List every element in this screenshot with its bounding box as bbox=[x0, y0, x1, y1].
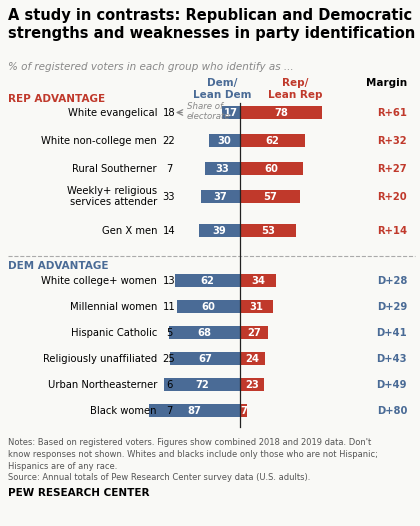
Text: D+80: D+80 bbox=[377, 406, 407, 416]
Text: 87: 87 bbox=[187, 406, 201, 416]
Bar bbox=[240, 106, 322, 119]
Bar bbox=[240, 274, 276, 287]
Text: 62: 62 bbox=[200, 276, 214, 286]
Text: 14: 14 bbox=[163, 226, 175, 236]
Bar bbox=[175, 274, 240, 287]
Text: 33: 33 bbox=[216, 164, 230, 174]
Text: 22: 22 bbox=[163, 136, 176, 146]
Text: REP ADVANTAGE: REP ADVANTAGE bbox=[8, 94, 105, 104]
Text: PEW RESEARCH CENTER: PEW RESEARCH CENTER bbox=[8, 488, 150, 498]
Bar bbox=[199, 224, 240, 237]
Text: 18: 18 bbox=[163, 107, 175, 117]
Text: % of registered voters in each group who identify as ...: % of registered voters in each group who… bbox=[8, 62, 294, 72]
Text: White non-college men: White non-college men bbox=[41, 136, 157, 146]
Text: Margin: Margin bbox=[366, 78, 407, 88]
Text: D+29: D+29 bbox=[377, 301, 407, 311]
Text: 30: 30 bbox=[218, 136, 231, 146]
Bar bbox=[240, 404, 247, 417]
Text: 17: 17 bbox=[224, 107, 238, 117]
Bar bbox=[170, 352, 240, 365]
Text: White evangelical: White evangelical bbox=[68, 107, 157, 117]
Bar bbox=[208, 134, 240, 147]
Text: R+61: R+61 bbox=[377, 107, 407, 117]
Text: 72: 72 bbox=[195, 379, 209, 389]
Text: Dem/
Lean Dem: Dem/ Lean Dem bbox=[193, 78, 251, 99]
Bar bbox=[240, 162, 303, 175]
Text: 6: 6 bbox=[166, 379, 172, 389]
Text: Millennial women: Millennial women bbox=[70, 301, 157, 311]
Text: D+28: D+28 bbox=[377, 276, 407, 286]
Text: 13: 13 bbox=[163, 276, 175, 286]
Text: 34: 34 bbox=[251, 276, 265, 286]
Text: Black women: Black women bbox=[90, 406, 157, 416]
Text: Gen X men: Gen X men bbox=[102, 226, 157, 236]
Text: R+27: R+27 bbox=[378, 164, 407, 174]
Bar bbox=[240, 224, 296, 237]
Text: Weekly+ religious
services attender: Weekly+ religious services attender bbox=[67, 186, 157, 207]
Text: 60: 60 bbox=[202, 301, 215, 311]
Text: 57: 57 bbox=[263, 191, 277, 201]
Text: Rep/
Lean Rep: Rep/ Lean Rep bbox=[268, 78, 322, 99]
Text: Notes: Based on registered voters. Figures show combined 2018 and 2019 data. Don: Notes: Based on registered voters. Figur… bbox=[8, 438, 378, 482]
Text: White college+ women: White college+ women bbox=[41, 276, 157, 286]
Text: R+14: R+14 bbox=[377, 226, 407, 236]
Text: 60: 60 bbox=[265, 164, 278, 174]
Text: 39: 39 bbox=[213, 226, 226, 236]
Text: 7: 7 bbox=[166, 406, 172, 416]
Text: 78: 78 bbox=[274, 107, 288, 117]
Text: R+32: R+32 bbox=[378, 136, 407, 146]
Text: D+41: D+41 bbox=[376, 328, 407, 338]
Bar bbox=[240, 326, 268, 339]
Text: 25: 25 bbox=[163, 353, 176, 363]
Text: A study in contrasts: Republican and Democratic
strengths and weaknesses in part: A study in contrasts: Republican and Dem… bbox=[8, 8, 415, 41]
Text: R+20: R+20 bbox=[378, 191, 407, 201]
Text: D+43: D+43 bbox=[376, 353, 407, 363]
Text: 68: 68 bbox=[197, 328, 211, 338]
Text: 37: 37 bbox=[214, 191, 228, 201]
Bar bbox=[177, 300, 240, 313]
Text: 67: 67 bbox=[198, 353, 212, 363]
Bar bbox=[205, 162, 240, 175]
Bar bbox=[168, 326, 240, 339]
Text: 27: 27 bbox=[247, 328, 261, 338]
Text: 53: 53 bbox=[261, 226, 275, 236]
Text: Religiously unaffiliated: Religiously unaffiliated bbox=[43, 353, 157, 363]
Bar bbox=[240, 190, 300, 203]
Text: Rural Southerner: Rural Southerner bbox=[72, 164, 157, 174]
Text: 7: 7 bbox=[240, 406, 247, 416]
Text: 62: 62 bbox=[265, 136, 279, 146]
Bar bbox=[149, 404, 240, 417]
Text: 23: 23 bbox=[245, 379, 259, 389]
Text: 31: 31 bbox=[249, 301, 263, 311]
Text: Share of
electorate: Share of electorate bbox=[187, 102, 231, 121]
Bar bbox=[240, 378, 264, 391]
Bar bbox=[240, 134, 305, 147]
Text: 5: 5 bbox=[166, 328, 172, 338]
Bar bbox=[240, 300, 273, 313]
Text: 33: 33 bbox=[163, 191, 175, 201]
Text: Hispanic Catholic: Hispanic Catholic bbox=[71, 328, 157, 338]
Bar bbox=[201, 190, 240, 203]
Text: D+49: D+49 bbox=[376, 379, 407, 389]
Text: 11: 11 bbox=[163, 301, 176, 311]
Text: 24: 24 bbox=[246, 353, 260, 363]
Bar bbox=[240, 352, 265, 365]
Text: 7: 7 bbox=[166, 164, 172, 174]
Text: Urban Northeasterner: Urban Northeasterner bbox=[47, 379, 157, 389]
Bar bbox=[164, 378, 240, 391]
Bar bbox=[222, 106, 240, 119]
Text: DEM ADVANTAGE: DEM ADVANTAGE bbox=[8, 261, 108, 271]
